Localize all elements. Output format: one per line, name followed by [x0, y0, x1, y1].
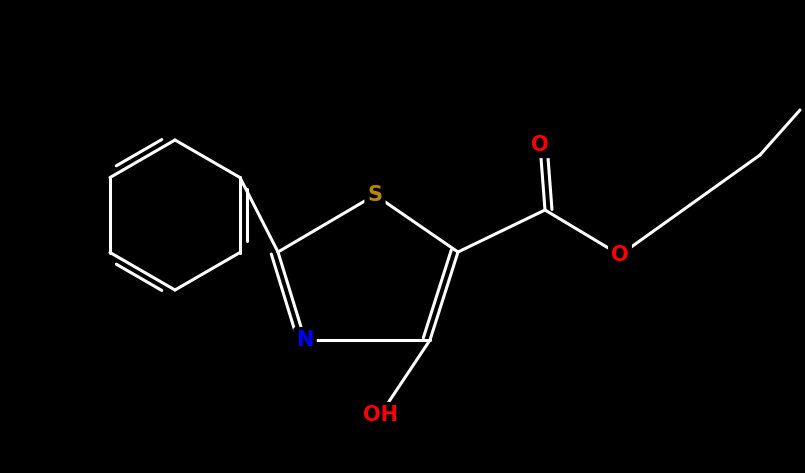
Text: O: O — [531, 135, 549, 155]
Text: O: O — [611, 245, 629, 265]
Text: S: S — [368, 185, 382, 205]
Text: OH: OH — [362, 405, 398, 425]
Text: N: N — [296, 330, 314, 350]
